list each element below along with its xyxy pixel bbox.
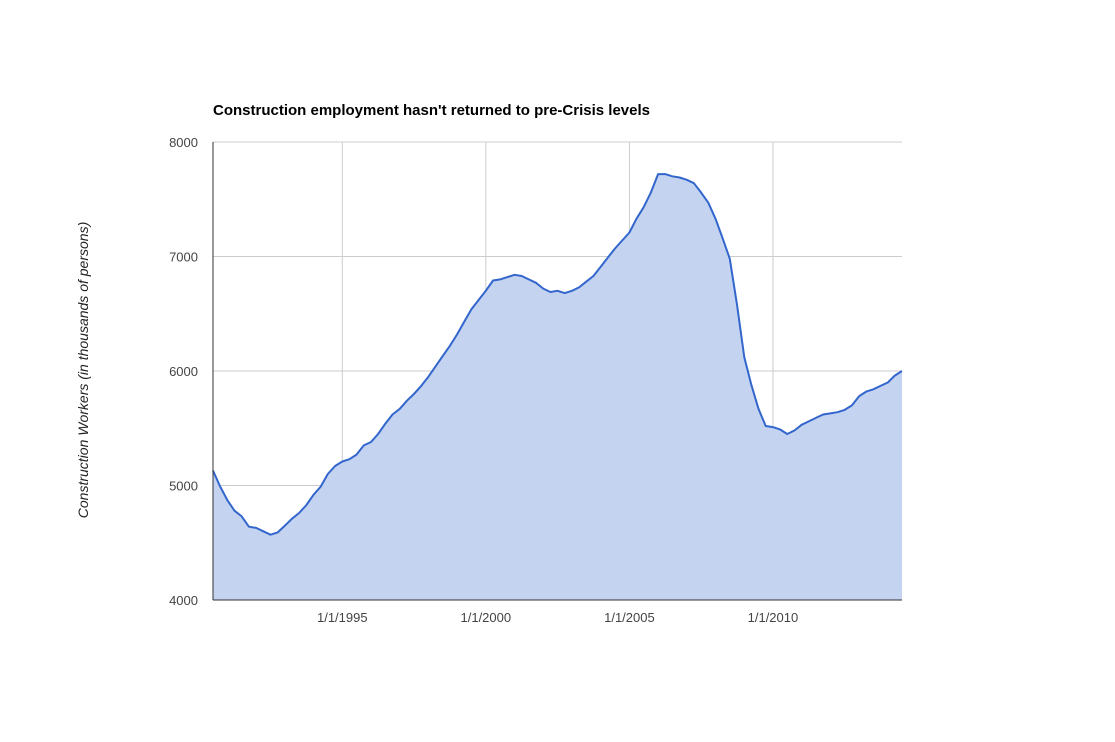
y-tick-label: 6000 [169,364,198,379]
y-axis-label: Construction Workers (in thousands of pe… [75,222,91,518]
y-axis-ticks: 4000 5000 6000 7000 8000 [169,135,198,608]
x-tick-label: 1/1/2010 [748,610,799,625]
y-tick-label: 8000 [169,135,198,150]
y-tick-label: 5000 [169,479,198,494]
y-tick-label: 7000 [169,250,198,265]
area-fill [213,174,902,600]
x-tick-label: 1/1/2005 [604,610,655,625]
chart-title: Construction employment hasn't returned … [213,102,650,119]
x-axis-ticks: 1/1/1995 1/1/2000 1/1/2005 1/1/2010 [317,610,798,625]
x-tick-label: 1/1/2000 [461,610,512,625]
x-tick-label: 1/1/1995 [317,610,368,625]
y-tick-label: 4000 [169,593,198,608]
axes [212,142,902,601]
series-line [212,173,903,536]
